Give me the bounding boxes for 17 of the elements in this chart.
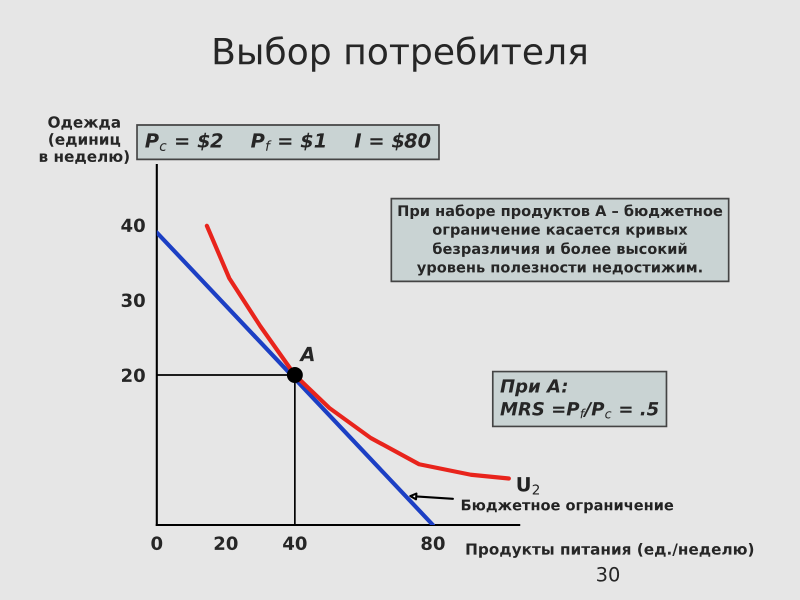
text: 30 (597, 566, 620, 582)
y-tick-label: 20 (122, 368, 145, 382)
x-axis-title: Продукты питания (ед./неделю) (466, 543, 754, 558)
text: Бюджетное ограничение (462, 500, 674, 514)
text: P$_{c}$ = $2 P$_{f}$ = $1 I = $80 (145, 132, 430, 151)
x-tick-label: 40 (283, 536, 307, 550)
x-tick-label: 80 (421, 536, 445, 550)
annotation: A (299, 346, 314, 362)
annotation: При наборе продуктов A – бюджетное ограничение касается кривых безразличия и более высокий уровень полезности недостижим. (398, 204, 722, 276)
chart-title: Выбор потребителя (214, 36, 586, 72)
annotation: При A: MRS =P$_{f}$/P$_{c}$ = .5 (500, 379, 658, 418)
x-tick-label: 20 (214, 536, 238, 550)
y-axis-title: Одежда (единиц в неделю) (40, 116, 129, 164)
y-tick-label: 40 (121, 218, 145, 232)
y-tick-label: 30 (122, 293, 145, 308)
series-label: U$_{2}$ (518, 477, 540, 495)
x-tick-label: 0 (151, 536, 162, 550)
